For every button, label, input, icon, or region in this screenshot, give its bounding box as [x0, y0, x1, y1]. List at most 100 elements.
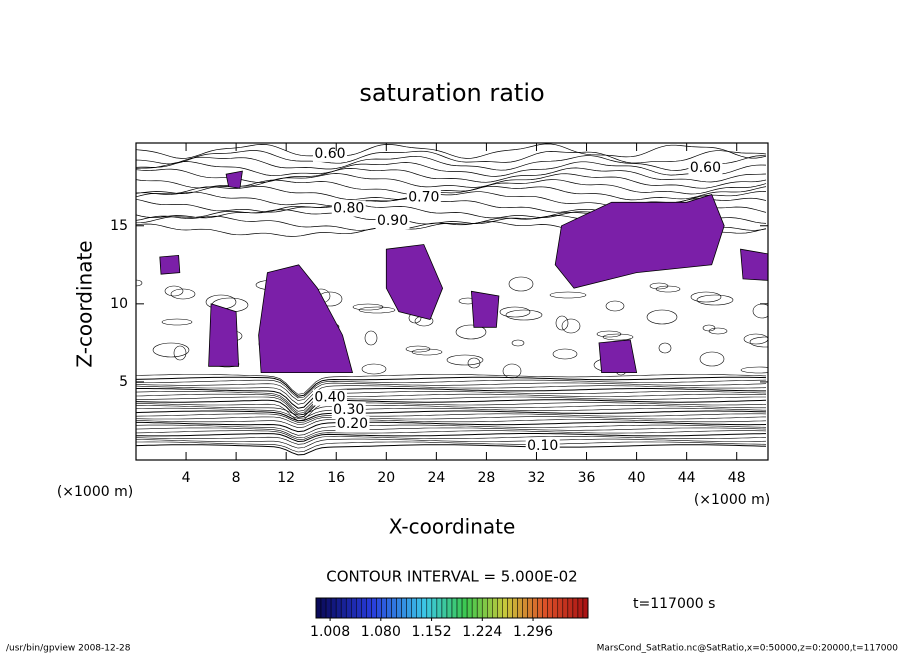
- contour-label-bg: [331, 200, 366, 217]
- y-tick-label: 10: [110, 296, 128, 312]
- contour-label-bg: [312, 145, 347, 162]
- colorbar-cell: [351, 597, 357, 619]
- contour-line: [749, 336, 768, 348]
- colorbar-cell: [386, 597, 392, 619]
- colorbar-cell: [456, 597, 463, 619]
- colorbar-cell: [406, 597, 412, 619]
- contour-line: [455, 324, 487, 340]
- colorbar-cell: [376, 597, 382, 619]
- colorbar-cell: [512, 597, 518, 619]
- contour-line: [699, 351, 725, 367]
- colorbar-cell: [436, 597, 443, 619]
- colorbar-cell: [315, 597, 322, 619]
- contour-line: [136, 396, 766, 416]
- colorbar-cell: [391, 597, 397, 619]
- contour-line: [352, 303, 384, 311]
- colorbar-cell: [325, 597, 332, 619]
- x-tick-label: 4: [182, 470, 191, 486]
- contour-line: [161, 318, 193, 326]
- supersaturated-region: [554, 194, 725, 289]
- colorbar-cell: [401, 597, 407, 619]
- contour-interval: CONTOUR INTERVAL = 5.000E-02: [326, 568, 577, 586]
- colorbar-cell: [335, 597, 342, 619]
- contour-line: [508, 276, 534, 292]
- contour-line: [446, 354, 484, 366]
- contour-line: [136, 402, 767, 422]
- supersaturated-region: [385, 244, 444, 320]
- colorbar-cell: [446, 597, 453, 619]
- colorbar-cell: [371, 597, 377, 619]
- contour-line: [658, 342, 672, 354]
- supersaturated-region: [470, 290, 500, 328]
- contour-label: 0.20: [337, 416, 368, 432]
- supersaturated-region: [208, 303, 240, 367]
- colorbar-cell: [451, 597, 458, 619]
- contour-line: [511, 339, 525, 347]
- contour-line: [136, 382, 767, 401]
- colorbar-cell: [522, 597, 528, 619]
- colorbar-cell: [562, 597, 569, 619]
- contour-label-bg: [312, 389, 347, 406]
- chart-title: saturation ratio: [359, 79, 544, 107]
- colorbar-cell: [497, 597, 503, 619]
- contour-line: [136, 388, 766, 409]
- contour-line: [561, 318, 581, 334]
- contour-line: [136, 424, 767, 436]
- contour-label: 0.60: [690, 160, 721, 176]
- colorbar-cell: [356, 597, 362, 619]
- colorbar-frame: [315, 597, 589, 619]
- supersaturated-region: [740, 248, 768, 281]
- colorbar-tick-label: 1.080: [361, 624, 401, 640]
- colorbar-cell: [557, 597, 564, 619]
- y-tick-label: 15: [110, 218, 128, 234]
- contour-line: [646, 309, 678, 325]
- contour-line: [136, 385, 767, 405]
- contour-line: [136, 444, 767, 456]
- y-tick-label: 5: [119, 374, 128, 390]
- contour-line: [696, 294, 734, 306]
- x-tick-label: 36: [578, 470, 596, 486]
- supersaturated-region: [598, 339, 638, 374]
- colorbar-cell: [507, 597, 513, 619]
- colorbar-cell: [577, 597, 584, 619]
- contour-label: 0.60: [314, 146, 345, 162]
- plot-frame: [135, 142, 769, 461]
- colorbar-cell: [582, 597, 589, 619]
- colorbar-tick-label: 1.296: [513, 624, 553, 640]
- x-axis-label: X-coordinate: [389, 515, 516, 539]
- colorbar-cell: [431, 597, 438, 619]
- footer-right: MarsCond_SatRatio.nc@SatRatio,x=0:50000,…: [597, 644, 899, 654]
- contour-line: [743, 333, 768, 345]
- plot-area: 0.60 0.60 0.70 0.80 0.90 0.400.300.20 0.10: [136, 143, 768, 456]
- contour-label: 0.30: [333, 402, 364, 418]
- contour-line: [170, 288, 196, 300]
- x-tick-label: 12: [277, 470, 295, 486]
- contour-line: [136, 436, 767, 445]
- contour-line: [358, 306, 396, 314]
- contour-line: [136, 179, 767, 195]
- contour-label-bg: [525, 437, 560, 454]
- contour-line: [555, 315, 569, 331]
- contour-line: [549, 291, 587, 299]
- contour-line: [136, 427, 767, 439]
- contour-line: [502, 363, 522, 379]
- contour-line: [136, 419, 767, 429]
- contour-label-bg: [688, 159, 723, 176]
- contour-line: [136, 438, 767, 449]
- colorbar-cell: [426, 597, 433, 619]
- contour-line: [364, 330, 378, 346]
- colorbar-cell: [361, 597, 367, 619]
- contour-line: [136, 279, 143, 287]
- colorbar-cell: [481, 597, 488, 619]
- colorbar-cell: [547, 597, 553, 619]
- contour-line: [136, 441, 767, 453]
- contour-line: [136, 374, 767, 395]
- colorbar-tick-label: 1.008: [310, 624, 350, 640]
- colorbar-cell: [517, 597, 523, 619]
- contour-line: [136, 376, 767, 397]
- contour-line: [136, 407, 767, 419]
- contour-line: [740, 366, 768, 374]
- colorbar-cell: [527, 597, 533, 619]
- colorbar-cell: [466, 597, 473, 619]
